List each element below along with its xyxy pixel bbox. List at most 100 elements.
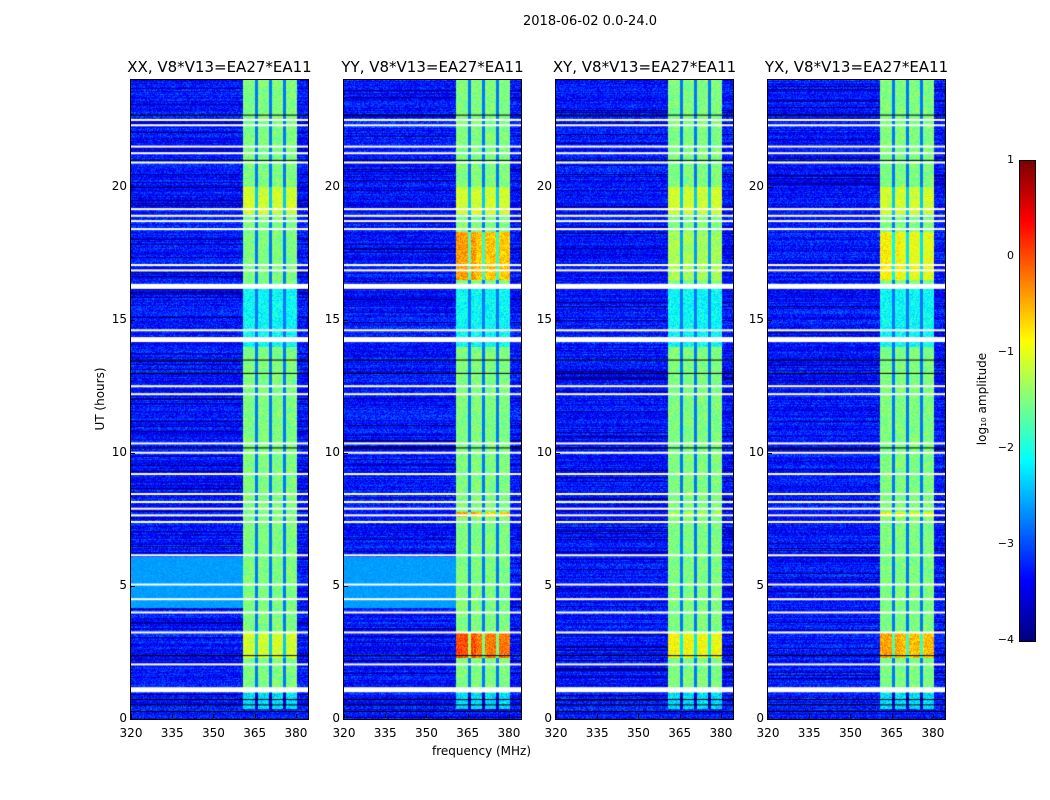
panel-3: YX, V8*V13=EA27*EA11 320 335 350 365 380 0 5 10 1…: [749, 58, 948, 740]
y-tick-label: 0: [544, 711, 552, 725]
x-tick-label: 320: [544, 726, 568, 740]
heatmap-1: [344, 80, 521, 719]
x-tick-mark: [131, 714, 132, 718]
y-tick-mark: [556, 319, 560, 321]
x-tick-label: 350: [202, 726, 225, 740]
panel-title: XX, V8*V13=EA27*EA11: [127, 58, 312, 76]
heatmap-0: [131, 80, 308, 719]
colorbar-label: log₁₀ amplitude: [975, 352, 989, 446]
x-tick-label: 380: [284, 726, 308, 740]
y-tick-label: 20: [111, 178, 127, 193]
y-tick-label: 15: [111, 311, 127, 326]
colorbar-tick-label: −1: [997, 345, 1014, 358]
x-tick-mark: [556, 714, 557, 718]
y-tick-label: 5: [119, 577, 127, 592]
x-tick-label: 335: [797, 726, 821, 740]
axes-frame: [130, 79, 309, 720]
x-tick-mark: [850, 714, 852, 718]
y-tick-mark: [131, 452, 135, 454]
axes-frame: [555, 79, 734, 720]
x-tick-mark: [385, 714, 387, 718]
x-tick-mark: [213, 714, 215, 718]
x-tick-label: 365: [456, 726, 480, 740]
y-tick-mark: [768, 319, 772, 321]
y-tick-mark: [556, 719, 560, 720]
y-tick-mark: [131, 319, 135, 321]
panel-title: XY, V8*V13=EA27*EA11: [552, 58, 737, 76]
y-tick-label: 0: [119, 711, 127, 725]
y-tick-label: 5: [544, 577, 552, 592]
y-tick-mark: [768, 452, 772, 454]
y-tick-label: 20: [324, 178, 340, 193]
y-tick-label: 15: [324, 311, 340, 326]
panel-0: XX, V8*V13=EA27*EA11 320 335 350 365 380 0 5 10 1…: [112, 58, 312, 740]
x-tick-label: 350: [415, 726, 438, 740]
heatmap-2: [556, 80, 733, 719]
x-tick-label: 380: [921, 726, 945, 740]
y-tick-label: 15: [536, 311, 552, 326]
x-tick-label: 350: [839, 726, 862, 740]
y-tick-label: 10: [324, 444, 340, 459]
x-tick-label: 320: [332, 726, 356, 740]
x-tick-label: 320: [119, 726, 143, 740]
colorbar-tick-label: 1: [1007, 153, 1014, 166]
x-tick-label: 350: [627, 726, 650, 740]
y-tick-label: 20: [536, 178, 552, 193]
y-tick-mark: [344, 319, 348, 321]
x-tick-mark: [891, 714, 893, 718]
panel-title: YY, V8*V13=EA27*EA11: [341, 58, 524, 76]
colorbar-tick-label: −3: [997, 537, 1014, 550]
y-tick-label: 0: [756, 711, 764, 725]
x-tick-label: 365: [243, 726, 267, 740]
y-tick-mark: [344, 186, 348, 188]
x-tick-label: 380: [709, 726, 733, 740]
y-tick-mark: [768, 719, 772, 720]
x-tick-label: 320: [756, 726, 780, 740]
y-axis-label: UT (hours): [93, 367, 107, 431]
y-tick-label: 10: [748, 444, 764, 459]
x-tick-mark: [508, 714, 510, 718]
axes-frame: [767, 79, 946, 720]
x-tick-mark: [768, 714, 769, 718]
x-tick-label: 335: [373, 726, 397, 740]
y-tick-label: 10: [536, 444, 552, 459]
y-tick-mark: [556, 585, 560, 587]
heatmap-3: [768, 80, 945, 719]
y-tick-label: 0: [332, 711, 340, 725]
x-tick-label: 335: [585, 726, 609, 740]
y-tick-mark: [768, 186, 772, 188]
x-tick-mark: [426, 714, 428, 718]
x-tick-mark: [344, 714, 345, 718]
y-tick-mark: [556, 186, 560, 188]
y-tick-label: 5: [756, 577, 764, 592]
x-tick-mark: [932, 714, 934, 718]
y-tick-label: 10: [111, 444, 127, 459]
axes-frame: [343, 79, 522, 720]
x-tick-mark: [295, 714, 297, 718]
y-tick-mark: [344, 452, 348, 454]
y-tick-label: 15: [748, 311, 764, 326]
y-tick-mark: [131, 719, 135, 720]
figure-title: 2018-06-02 0.0-24.0: [523, 14, 657, 29]
x-axis-label: frequency (MHz): [432, 744, 532, 758]
x-tick-label: 365: [880, 726, 904, 740]
y-tick-label: 5: [332, 577, 340, 592]
x-tick-label: 365: [668, 726, 692, 740]
x-tick-mark: [254, 714, 256, 718]
x-tick-mark: [809, 714, 811, 718]
x-tick-label: 335: [160, 726, 184, 740]
x-tick-mark: [597, 714, 599, 718]
colorbar: [1019, 160, 1036, 642]
x-tick-mark: [679, 714, 681, 718]
y-tick-mark: [768, 585, 772, 587]
panel-title: YX, V8*V13=EA27*EA11: [764, 58, 949, 76]
x-tick-mark: [172, 714, 174, 718]
colorbar-tick-label: 0: [1007, 249, 1014, 262]
y-tick-mark: [131, 186, 135, 188]
x-tick-mark: [638, 714, 640, 718]
panel-2: XY, V8*V13=EA27*EA11 320 335 350 365 380 0 5 10 1…: [537, 58, 736, 740]
colorbar-tick-label: −2: [997, 441, 1014, 454]
colorbar-tick-label: −4: [997, 633, 1014, 646]
y-tick-mark: [556, 452, 560, 454]
